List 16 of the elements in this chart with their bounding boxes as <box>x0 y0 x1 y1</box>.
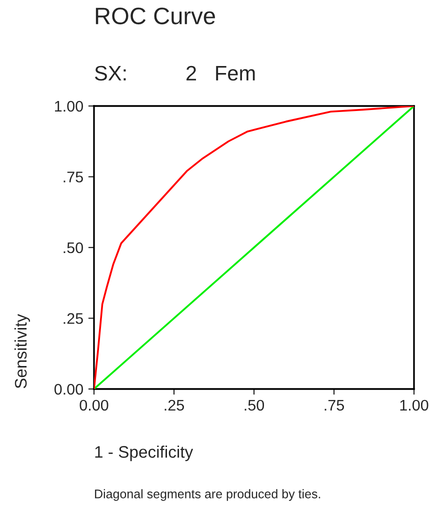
text: Diagonal segments are produced by ties. <box>95 489 320 501</box>
line-series <box>94 106 414 389</box>
y-tick-label: 0.00 <box>54 384 83 395</box>
x-tick-label: .50 <box>244 400 264 411</box>
y-tick-label: .75 <box>64 172 83 182</box>
y-tick-label: 1.00 <box>55 100 83 112</box>
x-tick-label: 1.00 <box>400 400 428 411</box>
x-tick-label: .25 <box>164 400 184 411</box>
y-axis-title: Sensitivity <box>14 314 30 388</box>
x-tick-label: .75 <box>324 400 344 411</box>
chart-subtitle: SX: 2 Fem <box>94 66 255 81</box>
x-axis-title: 1 - Specificity <box>95 446 194 462</box>
x-tick-label: 0.00 <box>80 400 108 411</box>
y-tick-label: .25 <box>64 313 83 324</box>
y-tick-label: .50 <box>64 242 83 254</box>
chart-title: ROC Curve <box>96 8 215 24</box>
